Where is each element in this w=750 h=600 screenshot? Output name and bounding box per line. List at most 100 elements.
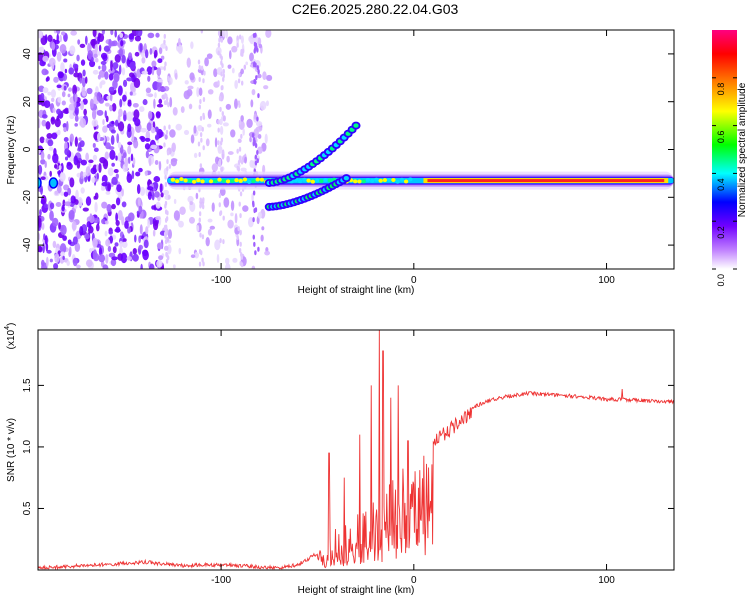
noise-blob (77, 39, 81, 45)
noise-blob (127, 123, 132, 133)
noise-blob (91, 56, 94, 62)
streak-blob (256, 158, 259, 164)
noise-blob (61, 91, 66, 98)
trace-speckle (310, 179, 316, 184)
streak-blob (220, 60, 223, 66)
noise-blob (112, 246, 117, 254)
streak-blob (201, 257, 204, 263)
streak-blob (256, 149, 259, 155)
noise-blob (249, 136, 252, 143)
noise-blob (119, 32, 124, 38)
streak-blob (238, 72, 241, 78)
noise-blob (149, 48, 153, 55)
noise-blob (146, 122, 152, 132)
streak-blob (166, 255, 170, 261)
noise-blob (147, 75, 151, 82)
noise-blob (195, 192, 199, 200)
noise-blob (177, 37, 181, 46)
streak-blob (202, 145, 205, 151)
noise-blob (193, 152, 198, 158)
streak-blob (239, 191, 243, 197)
noise-blob (54, 164, 58, 169)
noise-blob (209, 225, 216, 230)
trace-speckle (259, 177, 265, 182)
noise-blob (105, 238, 111, 247)
noise-blob (40, 151, 45, 161)
y-tick-label: 20 (22, 96, 33, 108)
snr-x-ticks: -100 0 100 (211, 330, 615, 586)
noise-blob (40, 185, 43, 195)
noise-blob (98, 44, 102, 52)
noise-blob (98, 246, 103, 257)
noise-blob (72, 84, 77, 96)
noise-blob (75, 189, 79, 201)
streak-blob (199, 232, 202, 238)
trace-speckle (319, 179, 324, 184)
noise-blob (51, 41, 56, 51)
noise-blob (157, 58, 163, 64)
noise-blob (91, 119, 99, 127)
x-tick-label: -100 (211, 575, 231, 586)
noise-blob (187, 85, 194, 90)
noise-blob (140, 263, 143, 269)
noise-blob (63, 184, 70, 191)
noise-blob (40, 92, 45, 102)
noise-blob (245, 61, 249, 66)
streak-blob (218, 37, 221, 43)
noise-blob (107, 167, 114, 176)
noise-blob (144, 143, 151, 150)
streak-blob (239, 260, 242, 266)
noise-blob (79, 171, 84, 180)
noise-blob (92, 154, 98, 161)
noise-blob (244, 156, 247, 164)
noise-blob (68, 209, 75, 220)
streak-blob (202, 197, 205, 203)
noise-blob (152, 229, 156, 237)
noise-blob (112, 62, 119, 70)
noise-blob (132, 157, 136, 166)
noise-blob (41, 114, 48, 119)
streak-blob (202, 261, 205, 267)
noise-blob (89, 98, 94, 109)
streak-blob (221, 85, 224, 91)
streak-blob (236, 42, 239, 48)
noise-blob (204, 57, 209, 67)
noise-blob (196, 86, 200, 98)
noise-blob (219, 187, 226, 196)
x-tick-label: 0 (411, 575, 417, 586)
noise-blob (69, 45, 76, 55)
noise-blob (173, 198, 177, 205)
streak-blob (167, 194, 171, 200)
trace-speckle (174, 179, 180, 184)
noise-blob (111, 162, 115, 167)
noise-blob (67, 187, 72, 196)
noise-blob (222, 115, 226, 122)
streak-blob (198, 261, 202, 267)
noise-blob (127, 156, 131, 164)
noise-blob (59, 243, 67, 254)
noise-blob (175, 123, 183, 131)
noise-blob (105, 115, 109, 123)
noise-blob (142, 99, 148, 106)
snr-y-scale-base: (x10 (6, 329, 17, 349)
noise-blob (79, 225, 84, 236)
noise-blob (116, 133, 120, 144)
streak-blob (219, 140, 223, 146)
noise-blob (145, 226, 149, 235)
noise-blob (49, 258, 53, 263)
trace-speckle (191, 179, 197, 184)
noise-blob (122, 94, 127, 102)
noise-blob (222, 30, 226, 38)
noise-blob (246, 118, 253, 128)
noise-blob (133, 139, 139, 149)
noise-blob (250, 99, 254, 108)
noise-blob (39, 209, 42, 216)
noise-blob (68, 250, 72, 258)
trace-speckle (361, 179, 366, 184)
streak-blob (238, 146, 242, 152)
trace-core-red (427, 179, 665, 183)
noise-blob (77, 142, 82, 152)
noise-blob (96, 91, 102, 102)
noise-blob (115, 212, 119, 223)
colorbar-tick-label: 0.6 (716, 131, 726, 144)
